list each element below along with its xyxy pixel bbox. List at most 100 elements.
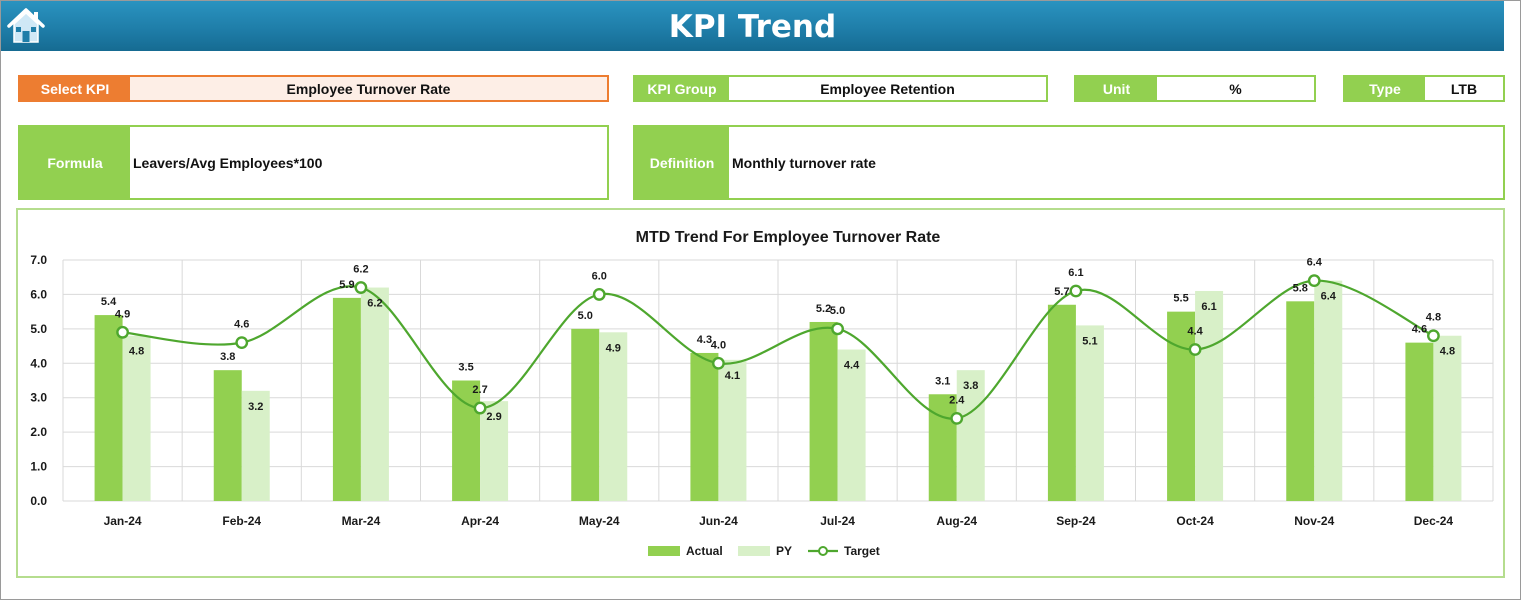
y-tick-label: 7.0: [30, 253, 47, 267]
py-bar: [122, 335, 151, 501]
actual-bar: [1167, 311, 1196, 501]
actual-data-label: 5.2: [816, 303, 831, 315]
target-data-label: 4.9: [115, 308, 130, 320]
py-data-label: 6.4: [1321, 291, 1337, 303]
py-bar: [599, 332, 628, 501]
actual-data-label: 4.6: [1412, 324, 1427, 336]
actual-data-label: 3.8: [220, 351, 235, 363]
target-data-label: 6.4: [1307, 257, 1323, 269]
unit-label: Unit: [1076, 77, 1157, 100]
target-marker: [592, 288, 606, 301]
chart-title: MTD Trend For Employee Turnover Rate: [636, 229, 941, 246]
x-tick-label: Apr-24: [461, 514, 499, 528]
py-data-label: 4.8: [1440, 346, 1455, 358]
header-bar: KPI Trend: [1, 1, 1504, 51]
target-marker: [1188, 343, 1202, 356]
py-bar: [1314, 280, 1343, 501]
target-marker: [831, 322, 844, 336]
py-bar: [1195, 290, 1224, 501]
py-data-label: 5.1: [1082, 335, 1097, 347]
actual-bar: [928, 394, 957, 501]
legend-swatch-actual: [648, 546, 680, 556]
y-tick-label: 2.0: [30, 425, 47, 439]
y-tick-label: 6.0: [30, 287, 47, 301]
y-tick-label: 1.0: [30, 460, 47, 474]
target-data-label: 6.2: [353, 264, 368, 276]
target-marker: [950, 411, 964, 425]
py-data-label: 4.9: [606, 342, 621, 354]
unit-value: %: [1229, 80, 1242, 97]
target-data-label: 4.4: [1187, 326, 1203, 338]
py-bar: [718, 359, 747, 501]
home-icon[interactable]: [5, 5, 47, 45]
y-tick-label: 5.0: [30, 322, 47, 336]
x-tick-label: Aug-24: [936, 514, 977, 528]
definition-field: Definition Monthly turnover rate: [633, 125, 1505, 200]
select-kpi-label: Select KPI: [20, 77, 130, 100]
x-tick-label: Feb-24: [222, 514, 261, 528]
py-bar: [480, 401, 509, 501]
actual-bar: [213, 370, 242, 501]
target-data-label: 5.0: [830, 305, 845, 317]
py-data-label: 6.2: [367, 298, 382, 310]
page-title: KPI Trend: [668, 9, 837, 45]
definition-label: Definition: [635, 127, 729, 198]
actual-data-label: 5.8: [1293, 282, 1308, 294]
py-data-label: 4.4: [844, 360, 860, 372]
select-kpi-value[interactable]: Employee Turnover Rate: [130, 77, 607, 100]
target-data-label: 6.0: [592, 270, 607, 282]
py-bar: [1075, 325, 1104, 501]
actual-data-label: 3.1: [935, 375, 950, 387]
legend-label-target: Target: [844, 544, 880, 558]
target-data-label: 2.4: [949, 394, 965, 406]
actual-data-label: 5.7: [1054, 286, 1069, 298]
target-marker: [116, 325, 129, 339]
py-data-label: 4.8: [129, 346, 144, 358]
x-tick-label: Mar-24: [342, 514, 381, 528]
select-kpi-dropdown[interactable]: Select KPI Employee Turnover Rate: [18, 75, 609, 102]
actual-data-label: 3.5: [458, 362, 473, 374]
actual-bar: [571, 328, 600, 501]
py-bar: [956, 370, 985, 501]
y-tick-label: 3.0: [30, 391, 47, 405]
chart-panel: MTD Trend For Employee Turnover Rate 0.0 1…: [16, 208, 1505, 578]
type-field: Type LTB: [1343, 75, 1505, 102]
py-bar: [360, 287, 389, 501]
py-bar: [241, 390, 270, 501]
actual-data-label: 5.5: [1173, 293, 1188, 305]
kpi-group-label: KPI Group: [635, 77, 729, 100]
py-bar: [837, 349, 866, 501]
kpi-group-value: Employee Retention: [820, 80, 955, 97]
py-data-label: 6.1: [1201, 301, 1216, 313]
target-data-label: 6.1: [1068, 267, 1083, 279]
actual-bar: [809, 321, 838, 501]
target-marker: [235, 336, 249, 350]
x-tick-label: Jan-24: [104, 514, 142, 528]
type-label: Type: [1345, 77, 1425, 100]
y-tick-label: 4.0: [30, 356, 47, 370]
actual-data-label: 5.4: [101, 296, 117, 308]
target-data-label: 4.8: [1426, 312, 1441, 324]
actual-bar: [1047, 304, 1076, 501]
py-data-label: 3.2: [248, 401, 263, 413]
actual-data-label: 5.0: [578, 310, 593, 322]
type-value: LTB: [1450, 80, 1478, 97]
x-tick-label: Jul-24: [820, 514, 855, 528]
legend-label-actual: Actual: [686, 544, 723, 558]
y-tick-label: 0.0: [30, 494, 47, 508]
target-marker: [354, 281, 368, 294]
legend-swatch-py: [738, 546, 770, 556]
actual-bar: [1405, 342, 1434, 501]
target-marker: [1427, 329, 1440, 343]
target-marker: [712, 356, 725, 370]
formula-field: Formula Leavers/Avg Employees*100: [18, 125, 609, 200]
actual-bar: [690, 352, 719, 501]
x-tick-label: May-24: [579, 514, 620, 528]
x-tick-label: Nov-24: [1294, 514, 1334, 528]
target-data-label: 2.7: [472, 384, 487, 396]
x-tick-label: Dec-24: [1414, 514, 1454, 528]
actual-bar: [94, 315, 123, 501]
legend-marker-target: [818, 546, 828, 556]
definition-value: Monthly turnover rate: [732, 154, 876, 171]
x-tick-label: Jun-24: [699, 514, 738, 528]
